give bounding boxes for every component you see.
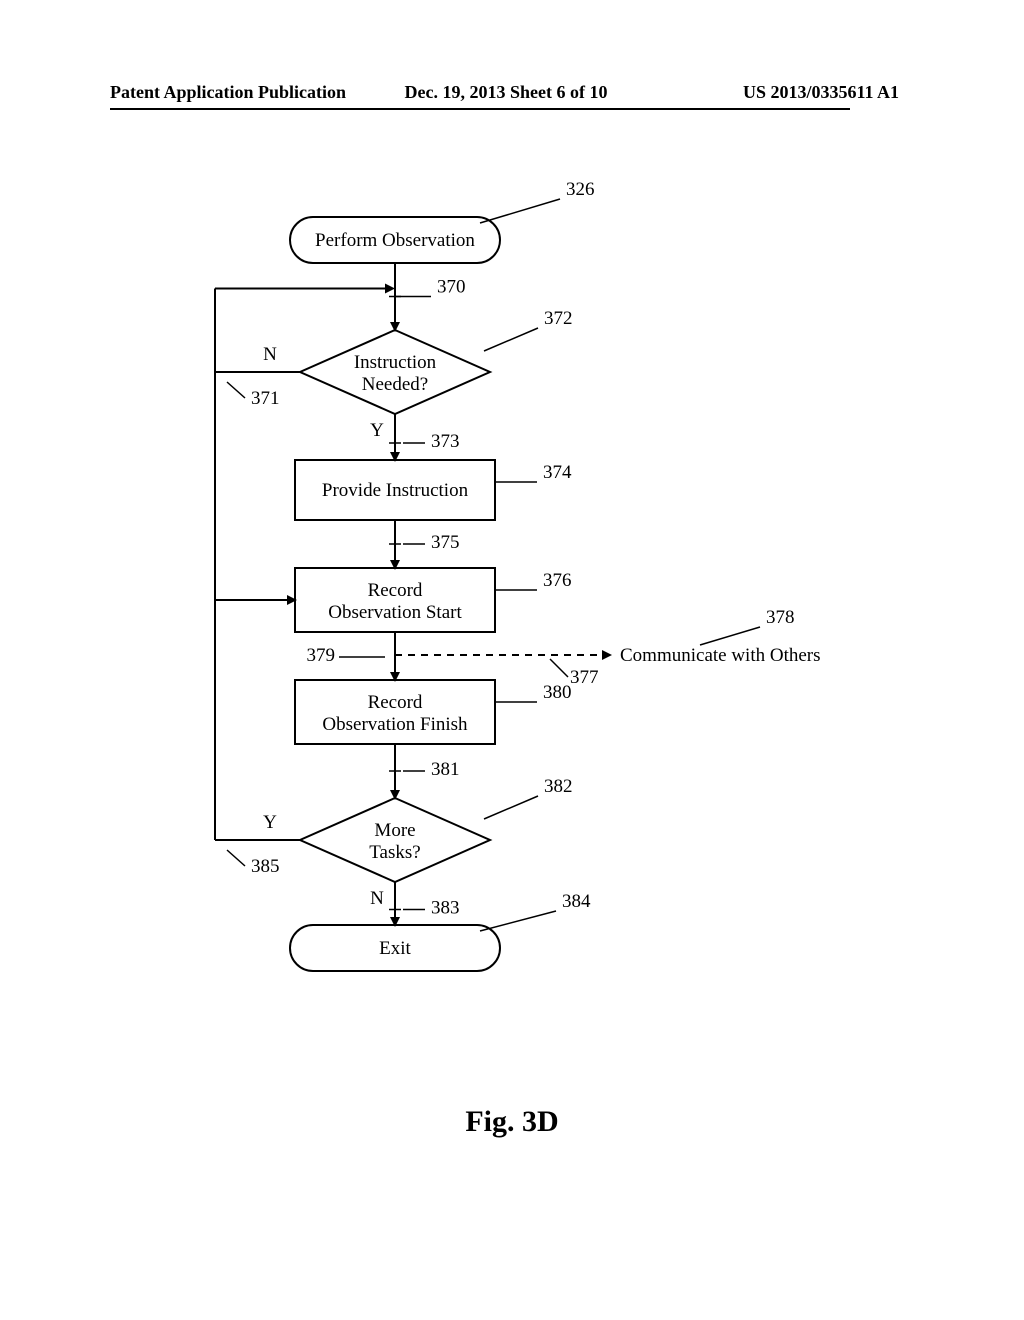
figure-caption: Fig. 3D [0, 1105, 1024, 1139]
svg-text:381: 381 [431, 759, 460, 780]
svg-text:378: 378 [766, 607, 795, 628]
svg-text:372: 372 [544, 308, 573, 329]
svg-text:375: 375 [431, 532, 460, 553]
svg-text:Record: Record [368, 692, 423, 713]
svg-text:374: 374 [543, 462, 572, 483]
svg-text:382: 382 [544, 776, 573, 797]
svg-text:385: 385 [251, 856, 280, 877]
page: Patent Application Publication Dec. 19, … [0, 0, 1024, 1320]
svg-text:Exit: Exit [379, 938, 411, 959]
svg-text:384: 384 [562, 891, 591, 912]
svg-text:N: N [370, 888, 384, 909]
svg-text:Provide Instruction: Provide Instruction [322, 480, 469, 501]
svg-text:Y: Y [370, 420, 384, 441]
svg-text:370: 370 [437, 277, 466, 298]
svg-text:379: 379 [307, 645, 336, 666]
svg-text:N: N [263, 344, 277, 365]
svg-text:Perform Observation: Perform Observation [315, 230, 475, 251]
svg-text:326: 326 [566, 179, 595, 200]
svg-text:Instruction: Instruction [354, 352, 437, 373]
svg-text:Tasks?: Tasks? [369, 842, 420, 863]
svg-text:Observation Finish: Observation Finish [322, 714, 468, 735]
svg-text:More: More [374, 820, 415, 841]
svg-text:383: 383 [431, 898, 460, 919]
svg-text:Communicate with Others: Communicate with Others [620, 645, 821, 666]
svg-text:Needed?: Needed? [362, 374, 428, 395]
svg-text:Y: Y [263, 812, 277, 833]
svg-text:376: 376 [543, 570, 572, 591]
svg-text:373: 373 [431, 431, 460, 452]
svg-text:Record: Record [368, 580, 423, 601]
svg-text:Observation Start: Observation Start [328, 602, 462, 623]
svg-text:371: 371 [251, 388, 280, 409]
svg-text:377: 377 [570, 667, 599, 688]
svg-text:380: 380 [543, 682, 572, 703]
